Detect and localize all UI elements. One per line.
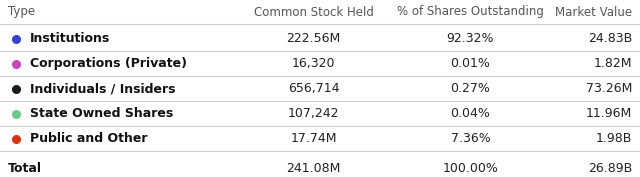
Text: State Owned Shares: State Owned Shares: [29, 107, 173, 120]
Text: 0.04%: 0.04%: [451, 107, 490, 120]
Text: 26.89B: 26.89B: [588, 162, 632, 175]
Text: 107,242: 107,242: [288, 107, 339, 120]
Text: 1.82M: 1.82M: [594, 57, 632, 70]
Text: 7.36%: 7.36%: [451, 132, 490, 145]
Text: 16,320: 16,320: [292, 57, 335, 70]
Text: 241.08M: 241.08M: [287, 162, 340, 175]
Text: Corporations (Private): Corporations (Private): [29, 57, 187, 70]
Text: 0.27%: 0.27%: [451, 82, 490, 95]
Text: Market Value: Market Value: [555, 5, 632, 19]
Text: Public and Other: Public and Other: [29, 132, 147, 145]
Text: 100.00%: 100.00%: [442, 162, 499, 175]
Text: 11.96M: 11.96M: [586, 107, 632, 120]
Text: 656,714: 656,714: [288, 82, 339, 95]
Text: 92.32%: 92.32%: [447, 32, 494, 45]
Text: 1.98B: 1.98B: [596, 132, 632, 145]
Text: Institutions: Institutions: [29, 32, 110, 45]
Text: 222.56M: 222.56M: [287, 32, 340, 45]
Text: Total: Total: [8, 162, 42, 175]
Text: 0.01%: 0.01%: [451, 57, 490, 70]
Text: % of Shares Outstanding: % of Shares Outstanding: [397, 5, 544, 19]
Text: 73.26M: 73.26M: [586, 82, 632, 95]
Text: 17.74M: 17.74M: [291, 132, 337, 145]
Text: 24.83B: 24.83B: [588, 32, 632, 45]
Text: Common Stock Held: Common Stock Held: [253, 5, 374, 19]
Text: Type: Type: [8, 5, 35, 19]
Text: Individuals / Insiders: Individuals / Insiders: [29, 82, 175, 95]
